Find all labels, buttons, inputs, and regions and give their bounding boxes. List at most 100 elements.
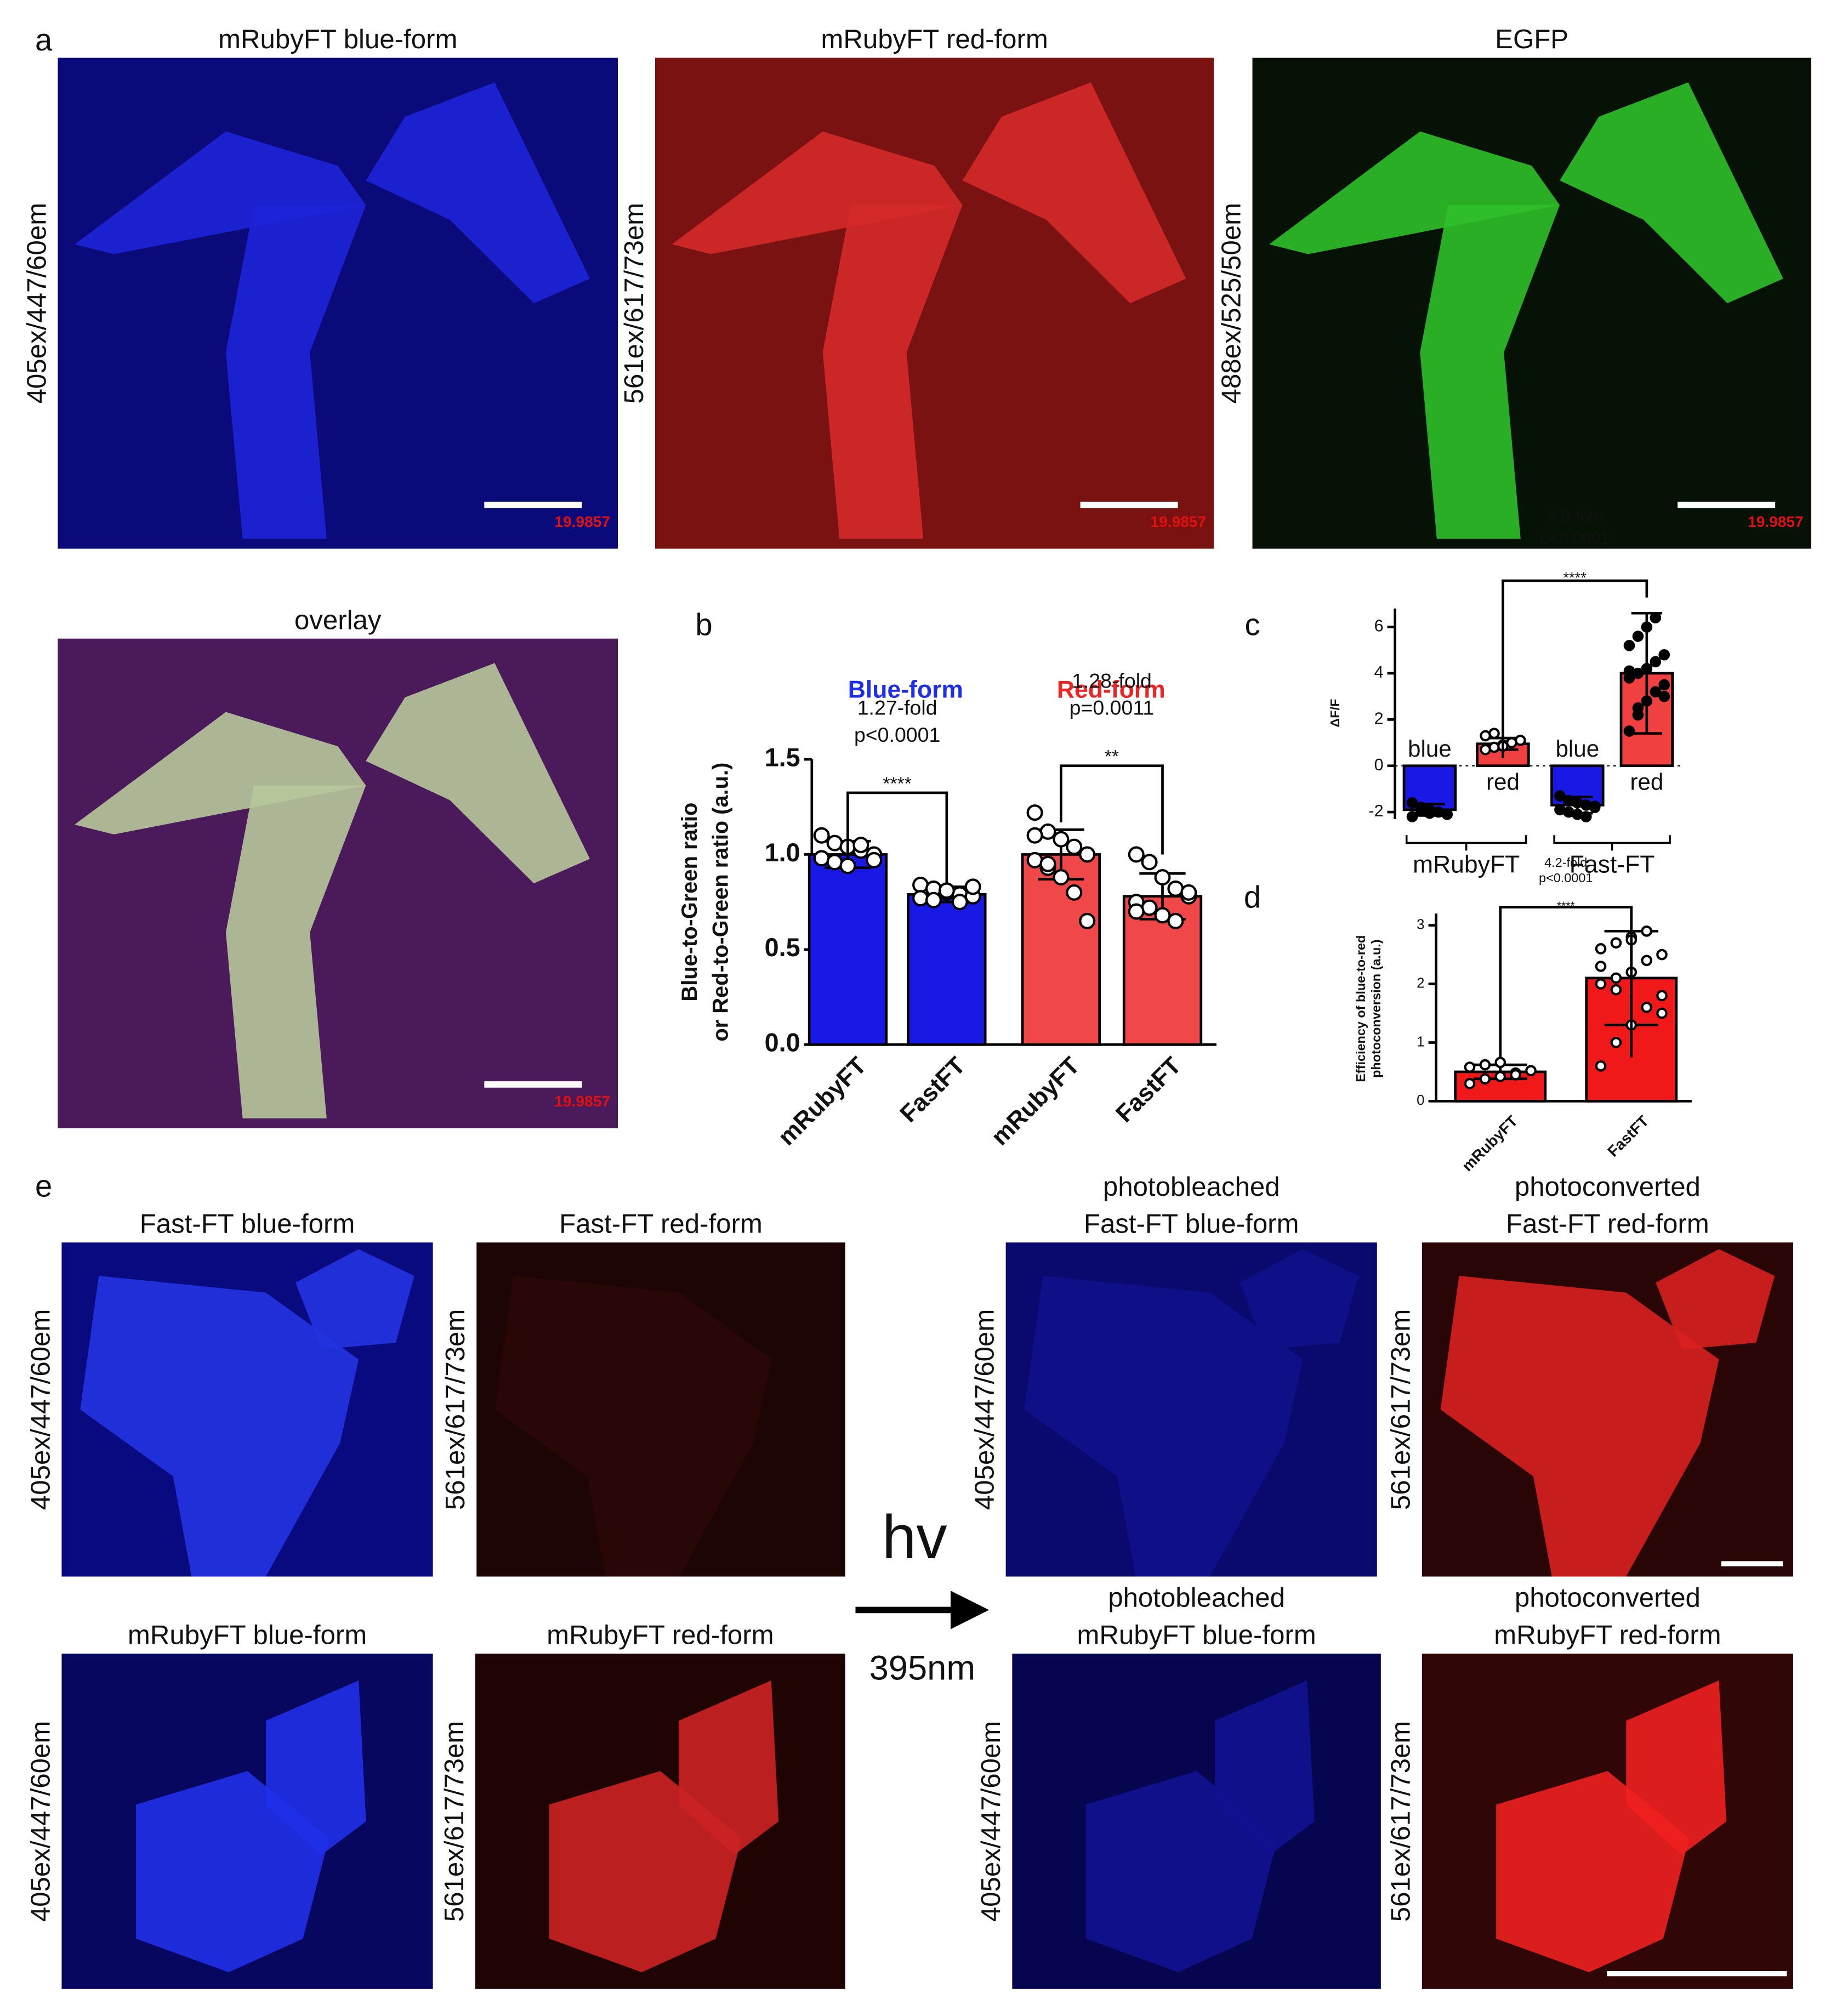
data-point: [1641, 1002, 1652, 1013]
channel-label: 488ex/525/50em: [1216, 203, 1246, 404]
data-point: [1128, 846, 1145, 863]
data-point: [1658, 649, 1670, 661]
image-title: overlay: [294, 605, 382, 635]
data-point: [1039, 855, 1056, 872]
data-point: [1656, 990, 1668, 1002]
image-title: Fast-FT blue-form: [140, 1209, 355, 1239]
arrow-label: hv: [882, 1502, 947, 1571]
data-point: [1525, 1065, 1537, 1077]
comparison-bracket: [1499, 906, 1633, 1058]
cell: [962, 82, 1186, 304]
group-label: mRubyFT: [1413, 851, 1520, 878]
y-tick-label: -2: [1368, 802, 1383, 820]
data-point: [1180, 884, 1197, 901]
channel-label: 561ex/617/73em: [1386, 1721, 1416, 1922]
data-point: [1154, 869, 1171, 886]
data-point: [1580, 811, 1592, 822]
cell: [295, 1249, 414, 1350]
data-point: [1595, 961, 1607, 972]
channel-label: 405ex/447/60em: [970, 1309, 1000, 1510]
comparison-text: ****: [1557, 900, 1575, 912]
data-point: [1656, 1007, 1668, 1019]
data-point: [1623, 665, 1635, 677]
bar-label: red: [1630, 769, 1663, 795]
comparison-text: 4.2-fold: [1544, 855, 1587, 870]
comparison-text: p=0.0011: [1070, 696, 1155, 719]
panel-label: e: [35, 1169, 52, 1203]
cell: [679, 1680, 779, 1855]
scale-text: 19.9857: [554, 1093, 610, 1110]
data-point: [1554, 790, 1566, 802]
x-tick-label: FastFT: [1111, 1052, 1186, 1128]
data-point: [1658, 690, 1670, 702]
y-tick-label: 3: [1417, 917, 1424, 932]
image-title: photoconverted: [1515, 1583, 1701, 1613]
x-tick-label: mRubyFT: [986, 1052, 1085, 1151]
data-point: [1053, 831, 1070, 848]
x-tick-label: mRubyFT: [773, 1052, 872, 1151]
data-point: [1641, 621, 1653, 633]
data-point: [964, 878, 981, 895]
image-title: Fast-FT red-form: [559, 1209, 763, 1239]
data-point: [852, 837, 869, 854]
data-point: [1610, 937, 1622, 949]
cell: [75, 131, 366, 254]
data-point: [1494, 1057, 1506, 1069]
y-axis-label: Efficiency of blue-to-red: [1354, 935, 1368, 1082]
data-point: [1595, 943, 1607, 955]
data-point: [1632, 702, 1644, 714]
y-tick-label: 0.5: [765, 933, 800, 962]
comparison-bracket: [1060, 764, 1164, 855]
panel-label: b: [695, 607, 712, 641]
channel-label: 561ex/617/73em: [440, 1309, 470, 1510]
data-point: [839, 857, 856, 874]
panel-label: d: [1244, 879, 1261, 914]
data-point: [1079, 912, 1096, 929]
channel-label: 405ex/447/60em: [25, 1721, 55, 1922]
data-point: [1650, 612, 1662, 624]
cell: [494, 1276, 772, 1577]
comparison-text: 1.27-fold: [857, 696, 937, 719]
cell: [1240, 1249, 1358, 1350]
comparison-text: ****: [1563, 569, 1587, 586]
cell: [1656, 1249, 1775, 1350]
channel-label: 405ex/447/60em: [25, 1309, 55, 1510]
image-title: photoconverted: [1515, 1172, 1701, 1202]
comparison-text: ****: [883, 773, 912, 794]
comparison-text: 3.9-fold: [1547, 507, 1603, 526]
comparison-bracket: [846, 791, 948, 884]
data-point: [1641, 925, 1652, 937]
data-point: [912, 890, 929, 907]
channel-label: 405ex/447/60em: [976, 1721, 1006, 1922]
data-point: [1479, 1059, 1491, 1071]
data-point: [1656, 949, 1668, 961]
data-point: [925, 891, 942, 908]
panel-label: a: [35, 22, 53, 57]
micrograph: [58, 638, 618, 1128]
bar: [907, 893, 987, 1046]
cell: [549, 1771, 742, 1973]
data-point: [1641, 955, 1652, 967]
data-point: [1464, 1061, 1476, 1073]
y-tick-label: 6: [1374, 617, 1384, 635]
data-point: [1167, 880, 1184, 897]
image-title: mRubyFT red-form: [547, 1620, 774, 1650]
data-point: [1053, 869, 1070, 886]
data-point: [1488, 728, 1500, 739]
y-tick-label: 1.0: [765, 838, 800, 867]
image-title: mRubyFT red-form: [821, 24, 1048, 54]
comparison-text: p<0.0001: [1539, 871, 1593, 885]
data-point: [1026, 804, 1043, 821]
y-tick-label: 0.0: [765, 1029, 800, 1057]
cell: [1496, 1771, 1690, 1973]
data-point: [1589, 800, 1601, 812]
data-point: [1623, 640, 1635, 651]
cell: [1024, 1276, 1303, 1577]
data-point: [1610, 984, 1622, 996]
data-point: [1623, 725, 1635, 737]
cell: [225, 205, 366, 539]
data-point: [938, 882, 955, 899]
micrograph: [655, 58, 1214, 549]
data-point: [826, 834, 843, 851]
